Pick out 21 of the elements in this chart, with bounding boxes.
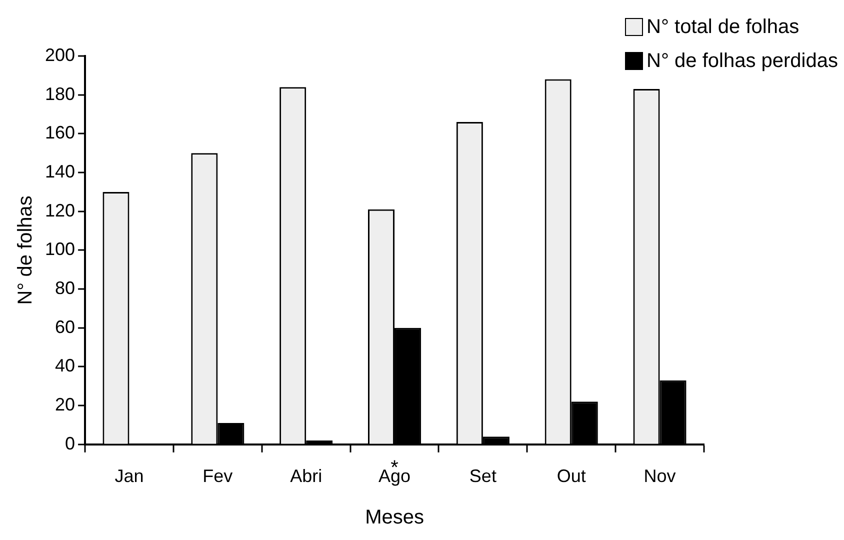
x-tick-label: Abri: [290, 466, 322, 486]
y-tick-label: 200: [44, 44, 76, 65]
y-tick-label: 100: [44, 239, 76, 260]
y-tick-label: 160: [44, 122, 76, 143]
y-tick-label: 180: [44, 84, 76, 104]
y-tick-label: 20: [55, 394, 76, 415]
y-tick-label: 120: [44, 200, 76, 220]
legend-label: N° de folhas perdidas: [646, 50, 838, 72]
x-axis-title: Meses: [365, 506, 424, 529]
y-tick-label: 60: [55, 316, 76, 337]
y-axis-title: N° de folhas: [14, 196, 37, 305]
x-tick-label: Out: [556, 466, 586, 486]
legend-label: N° total de folhas: [646, 16, 800, 38]
x-tick-label: Set: [469, 466, 496, 486]
y-tick-label: 80: [55, 278, 76, 298]
x-tick-label: Nov: [644, 466, 676, 486]
y-tick-label: 40: [55, 356, 76, 376]
x-tick-label: Fev: [202, 466, 233, 486]
y-tick-label: 0: [65, 433, 76, 454]
x-tick-label: Jan: [114, 466, 144, 486]
y-tick-label: 140: [44, 161, 76, 182]
